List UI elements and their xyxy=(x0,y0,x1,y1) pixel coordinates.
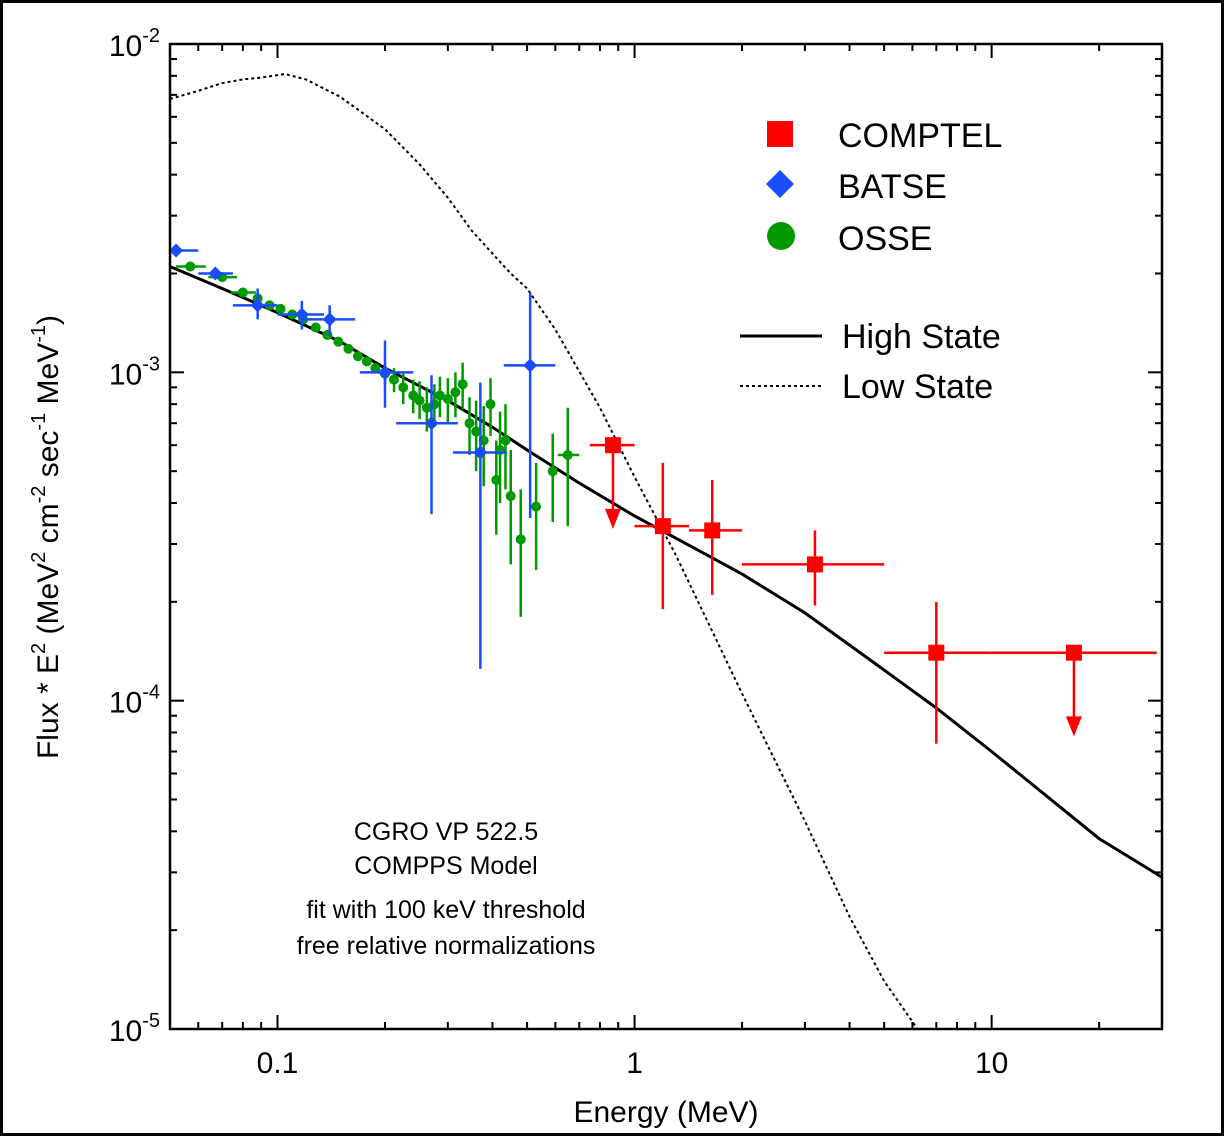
osse-point xyxy=(310,322,321,333)
x-tick-label: 0.1 xyxy=(257,1047,299,1080)
legend: COMPTEL BATSE OSSE High State Low State xyxy=(740,117,1002,406)
x-axis-label: Energy (MeV) xyxy=(573,1096,758,1129)
legend-entry-osse: OSSE xyxy=(767,220,932,258)
legend-entry-high-state: High State xyxy=(740,318,1001,356)
annotation: CGRO VP 522.5 COMPPS Model fit with 100 … xyxy=(297,818,596,960)
model-curves xyxy=(170,72,1162,1029)
axis-ticks xyxy=(169,44,1163,1030)
batse-point xyxy=(503,292,556,519)
osse-point xyxy=(370,363,381,374)
legend-label-high-state: High State xyxy=(842,318,1001,356)
osse-point xyxy=(450,372,461,418)
batse-point xyxy=(232,288,278,320)
osse-point xyxy=(343,343,354,354)
osse-point xyxy=(531,462,542,571)
osse-point xyxy=(275,303,286,314)
comptel-point xyxy=(742,530,885,606)
osse-point xyxy=(471,400,482,472)
legend-label-low-state: Low State xyxy=(842,368,993,406)
tick-labels: 0.1 1 10 10-5 10-4 10-3 10-2 xyxy=(109,25,1008,1080)
annotation-line-4: free relative normalizations xyxy=(297,932,596,960)
osse-point xyxy=(547,433,558,523)
annotation-line-2: COMPPS Model xyxy=(354,852,537,880)
legend-label-osse: OSSE xyxy=(838,220,932,258)
legend-label-comptel: COMPTEL xyxy=(838,117,1002,155)
legend-entry-batse: BATSE xyxy=(766,168,947,206)
x-tick-label: 1 xyxy=(626,1047,643,1080)
osse-point xyxy=(352,351,363,362)
osse-point xyxy=(398,372,409,405)
comptel-point xyxy=(884,601,992,744)
comptel-point xyxy=(688,479,743,595)
y-tick-label: 10-4 xyxy=(109,682,160,720)
batse-point xyxy=(169,243,199,258)
legend-marker-osse xyxy=(767,222,795,250)
x-tick-label: 10 xyxy=(975,1047,1008,1080)
osse-point xyxy=(457,362,468,410)
batse-point xyxy=(396,375,458,515)
curve-high-state xyxy=(170,265,1162,879)
legend-entry-comptel: COMPTEL xyxy=(767,117,1002,155)
osse-point xyxy=(505,450,516,565)
osse-point xyxy=(500,404,511,490)
osse-point xyxy=(361,356,372,367)
batse-point xyxy=(277,300,325,330)
annotation-line-3: fit with 100 keV threshold xyxy=(306,896,585,924)
osse-point xyxy=(333,336,344,347)
legend-marker-batse xyxy=(766,170,794,198)
legend-label-batse: BATSE xyxy=(838,168,947,206)
y-tick-label: 10-2 xyxy=(109,25,160,63)
batse-point xyxy=(299,305,356,335)
legend-entry-low-state: Low State xyxy=(740,368,993,406)
osse-point xyxy=(414,381,425,420)
legend-marker-comptel xyxy=(767,121,793,147)
osse-point xyxy=(464,397,475,456)
osse-point xyxy=(176,261,206,272)
osse-point xyxy=(442,378,453,424)
plot-area-frame xyxy=(168,42,1164,1031)
osse-point xyxy=(515,489,526,617)
comptel-point xyxy=(634,462,689,610)
y-tick-label: 10-5 xyxy=(109,1010,160,1048)
data-points xyxy=(169,243,1157,744)
curve-low-state xyxy=(170,72,919,1029)
comptel-point xyxy=(991,644,1157,737)
batse-point xyxy=(359,340,414,408)
osse-point xyxy=(557,407,580,527)
osse-point xyxy=(322,329,333,340)
annotation-line-1: CGRO VP 522.5 xyxy=(354,818,538,846)
batse-point xyxy=(198,266,233,281)
y-axis-label: Flux * E2 (MeV2 cm-2 sec-1 MeV-1) xyxy=(28,315,65,759)
osse-point xyxy=(230,287,256,298)
osse-point xyxy=(434,376,445,418)
osse-point xyxy=(485,378,496,436)
comptel-point xyxy=(589,437,635,529)
batse-point xyxy=(452,382,508,669)
y-tick-label: 10-3 xyxy=(109,353,160,391)
